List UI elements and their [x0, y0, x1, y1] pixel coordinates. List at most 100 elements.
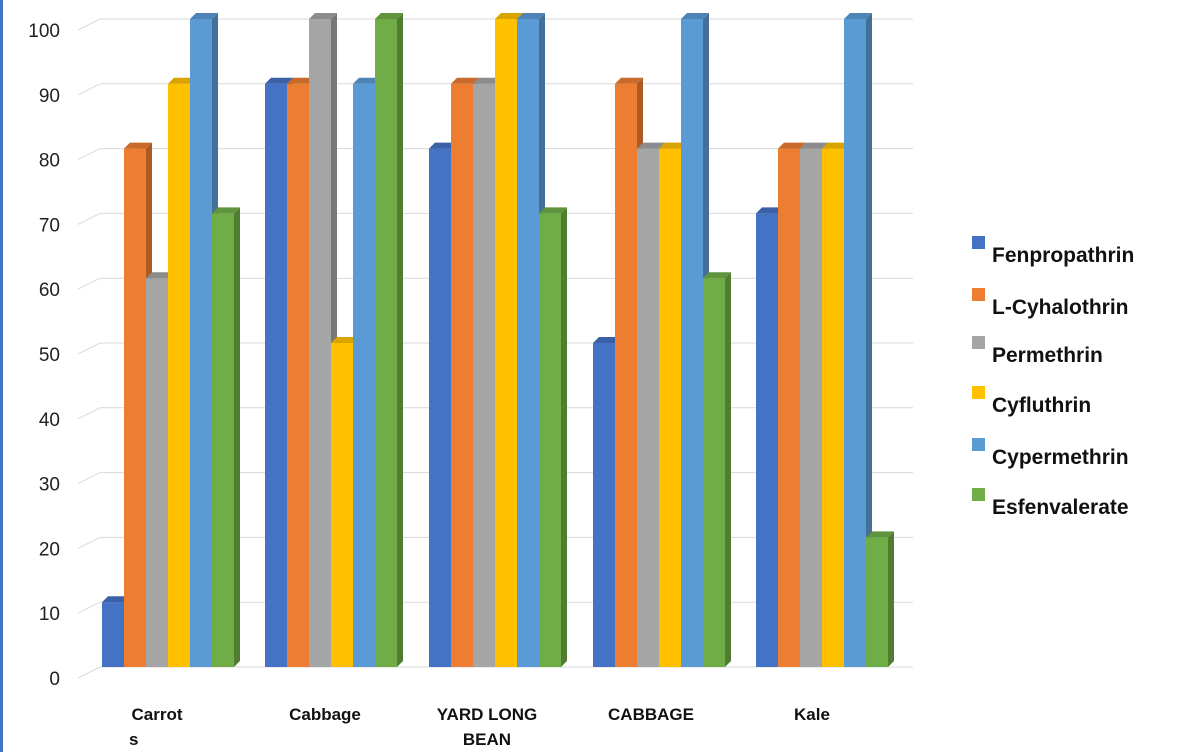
bar-top	[756, 207, 784, 214]
bar-cyfluthrin	[822, 148, 844, 668]
x-tick-label: s	[129, 730, 138, 749]
bar-top	[778, 142, 806, 149]
bar-top	[287, 77, 315, 84]
bar-top	[844, 13, 872, 19]
legend-label: Cypermethrin	[992, 446, 1129, 469]
y-tick-label: 0	[49, 669, 60, 690]
bar-top	[102, 596, 130, 603]
y-tick-label: 10	[39, 604, 60, 625]
bar-top	[124, 142, 152, 149]
bar-esfenvalerate	[703, 278, 725, 667]
legend-swatch	[972, 288, 985, 301]
x-tick-label: Cabbage	[289, 705, 361, 724]
bar-top	[331, 337, 359, 343]
y-tick-label: 50	[39, 345, 60, 366]
bar-permethrin	[800, 148, 822, 668]
gridline-depth	[77, 18, 101, 31]
bar-cyfluthrin	[168, 83, 190, 668]
x-axis: Carrot s Cabbage YARD LONG BEAN CABBAGE Kale	[129, 705, 830, 749]
bar-permethrin	[473, 83, 495, 668]
bar-side	[397, 13, 403, 667]
bar-top	[309, 13, 337, 19]
legend-label: Cyfluthrin	[992, 394, 1091, 417]
bar-top	[517, 13, 545, 19]
y-tick-label: 80	[39, 151, 60, 172]
y-tick-label: 90	[39, 86, 60, 107]
legend-swatch	[972, 336, 985, 349]
bar-top	[615, 77, 643, 84]
bar-cypermethrin	[517, 19, 539, 667]
legend: Fenpropathrin L-Cyhalothrin Permethrin Cyfl…	[972, 236, 1134, 519]
bar-esfenvalerate	[212, 213, 234, 667]
x-tick-label: Kale	[794, 705, 830, 724]
bar-top	[800, 142, 828, 149]
bar-top	[168, 77, 196, 84]
bar-top	[429, 142, 457, 149]
gridline-depth	[77, 212, 101, 225]
x-tick-label: CABBAGE	[608, 705, 694, 724]
bar-l-cyhalothrin	[287, 83, 309, 668]
bar-top	[473, 77, 501, 84]
legend-swatch	[972, 488, 985, 501]
gridline-depth	[77, 342, 101, 355]
left-border	[0, 0, 3, 752]
bar-fenpropathrin	[265, 83, 287, 668]
y-tick-label: 30	[39, 475, 60, 496]
bar-cyfluthrin	[659, 148, 681, 668]
gridline-depth	[77, 277, 101, 290]
bar-side	[866, 13, 872, 667]
bar-permethrin	[146, 278, 168, 667]
x-tick-label: Carrot	[131, 705, 182, 724]
x-tick-label: YARD LONG	[437, 705, 537, 724]
y-tick-label: 100	[28, 21, 60, 42]
bar-top	[866, 531, 894, 538]
gridline-depth	[77, 407, 101, 420]
y-tick-label: 70	[39, 215, 60, 236]
bar-side	[561, 207, 567, 667]
x-tick-label: BEAN	[463, 730, 511, 749]
gridline-depth	[77, 83, 101, 96]
bar-fenpropathrin	[429, 148, 451, 668]
y-tick-label: 40	[39, 410, 60, 431]
bar-cypermethrin	[844, 19, 866, 667]
bar-top	[593, 337, 621, 343]
gridline-depth	[77, 601, 101, 614]
bar-top	[190, 13, 218, 19]
gridline-depth	[77, 148, 101, 161]
bar-top	[495, 13, 523, 19]
bar-cyfluthrin	[331, 343, 353, 667]
bar-top	[353, 77, 381, 84]
bar-fenpropathrin	[593, 343, 615, 667]
legend-label: Fenpropathrin	[992, 244, 1134, 267]
bar-cypermethrin	[353, 83, 375, 668]
bar-side	[888, 531, 894, 667]
legend-label: L-Cyhalothrin	[992, 296, 1129, 319]
bar-top	[265, 77, 293, 84]
bar-side	[725, 272, 731, 667]
gridline-depth	[77, 536, 101, 549]
bar-esfenvalerate	[866, 537, 888, 667]
legend-label: Esfenvalerate	[992, 496, 1129, 519]
bar-top	[681, 13, 709, 19]
legend-swatch	[972, 438, 985, 451]
legend-swatch	[972, 236, 985, 249]
bar-top	[659, 142, 687, 149]
bar-top	[822, 142, 850, 149]
bar-top	[375, 13, 403, 19]
bar-esfenvalerate	[539, 213, 561, 667]
y-axis: 0 10 20 30 40 50 60 70 80 90 100	[28, 21, 60, 690]
bar-top	[539, 207, 567, 214]
bar-l-cyhalothrin	[778, 148, 800, 668]
bar-top	[212, 207, 240, 214]
legend-label: Permethrin	[992, 344, 1103, 367]
bar-l-cyhalothrin	[124, 148, 146, 668]
bar-permethrin	[637, 148, 659, 668]
gridline-depth	[77, 666, 101, 679]
bar-esfenvalerate	[375, 19, 397, 667]
bar-top	[703, 272, 731, 279]
bar-top	[451, 77, 479, 84]
bar-cypermethrin	[681, 19, 703, 667]
y-tick-label: 60	[39, 280, 60, 301]
bar-top	[146, 272, 174, 279]
